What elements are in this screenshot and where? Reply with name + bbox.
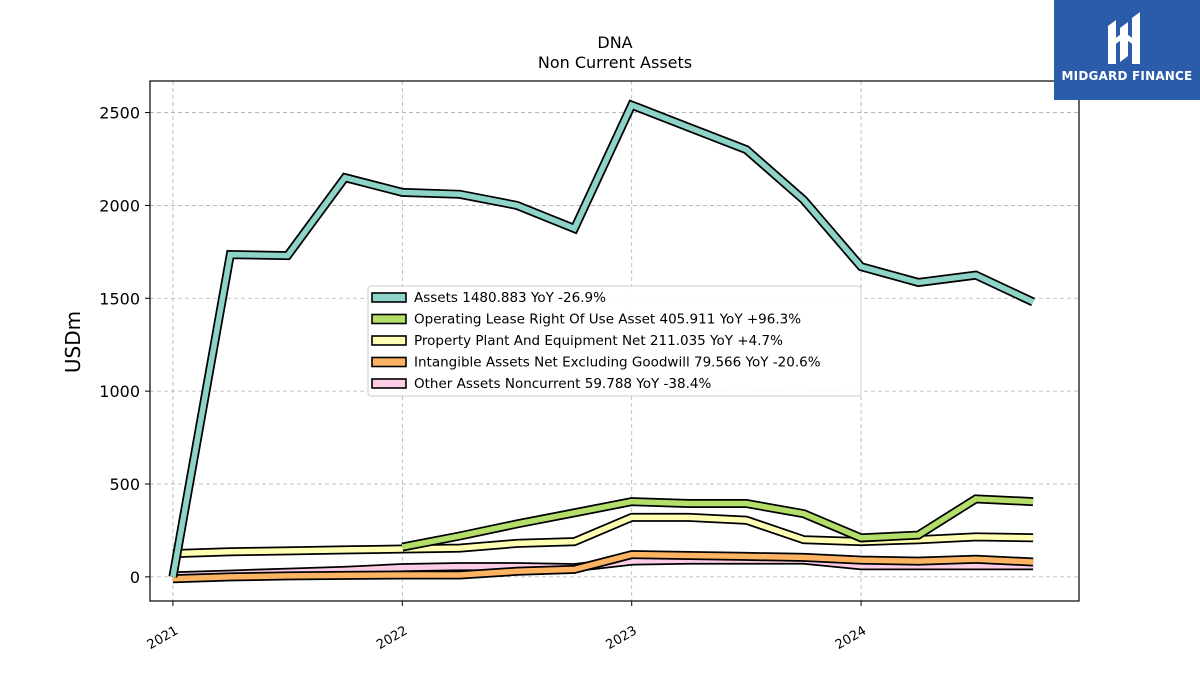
legend-swatch — [371, 356, 407, 368]
y-tick-label: 2500 — [99, 104, 140, 123]
legend-swatch — [371, 313, 407, 325]
logo-mark-icon — [1108, 12, 1140, 64]
legend-swatch — [371, 335, 407, 346]
legend-label: Property Plant And Equipment Net 211.035… — [414, 333, 783, 349]
y-tick-label: 0 — [130, 568, 140, 587]
legend-label: Other Assets Noncurrent 59.788 YoY -38.4… — [414, 376, 711, 392]
plot-frame — [149, 80, 1080, 602]
midgard-finance-logo: MIDGARD FINANCE — [1054, 0, 1200, 100]
legend-item: Operating Lease Right Of Use Asset 405.9… — [371, 312, 801, 328]
legend-item: Intangible Assets Net Excluding Goodwill… — [371, 355, 821, 371]
x-axis-ticks: 2021 2022 2023 2024 — [145, 601, 869, 653]
y-tick-label: 1000 — [99, 382, 140, 401]
legend: Assets 1480.883 YoY -26.9% Operating Leas… — [367, 285, 862, 397]
series-line-2 — [401, 494, 1034, 552]
legend-item: Other Assets Noncurrent 59.788 YoY -38.4… — [371, 376, 711, 392]
y-tick-label: 2000 — [99, 196, 140, 215]
legend-swatch — [371, 292, 407, 303]
y-axis-label: USDm — [61, 311, 85, 373]
legend-label: Assets 1480.883 YoY -26.9% — [414, 290, 606, 306]
legend-label: Operating Lease Right Of Use Asset 405.9… — [414, 312, 801, 328]
chart-title: DNA — [597, 33, 632, 52]
legend-item: Assets 1480.883 YoY -26.9% — [371, 290, 606, 306]
x-tick-label: 2021 — [145, 623, 181, 653]
series-line-4 — [172, 550, 1034, 584]
x-tick-label: 2022 — [374, 623, 410, 653]
x-tick-label: 2023 — [604, 623, 640, 653]
y-tick-label: 1500 — [99, 289, 140, 308]
y-axis-ticks: 0 500 1000 1500 2000 2500 — [99, 104, 150, 587]
legend-item: Property Plant And Equipment Net 211.035… — [371, 333, 783, 349]
legend-label: Intangible Assets Net Excluding Goodwill… — [414, 355, 821, 371]
series-layer — [168, 99, 1036, 584]
x-tick-label: 2024 — [833, 623, 869, 653]
legend-swatch — [371, 378, 407, 389]
series-line-1 — [168, 99, 1036, 578]
legend-box — [367, 285, 862, 397]
y-tick-label: 500 — [109, 475, 140, 494]
chart-subtitle: Non Current Assets — [538, 53, 692, 72]
logo-text: MIDGARD FINANCE — [1061, 69, 1193, 83]
